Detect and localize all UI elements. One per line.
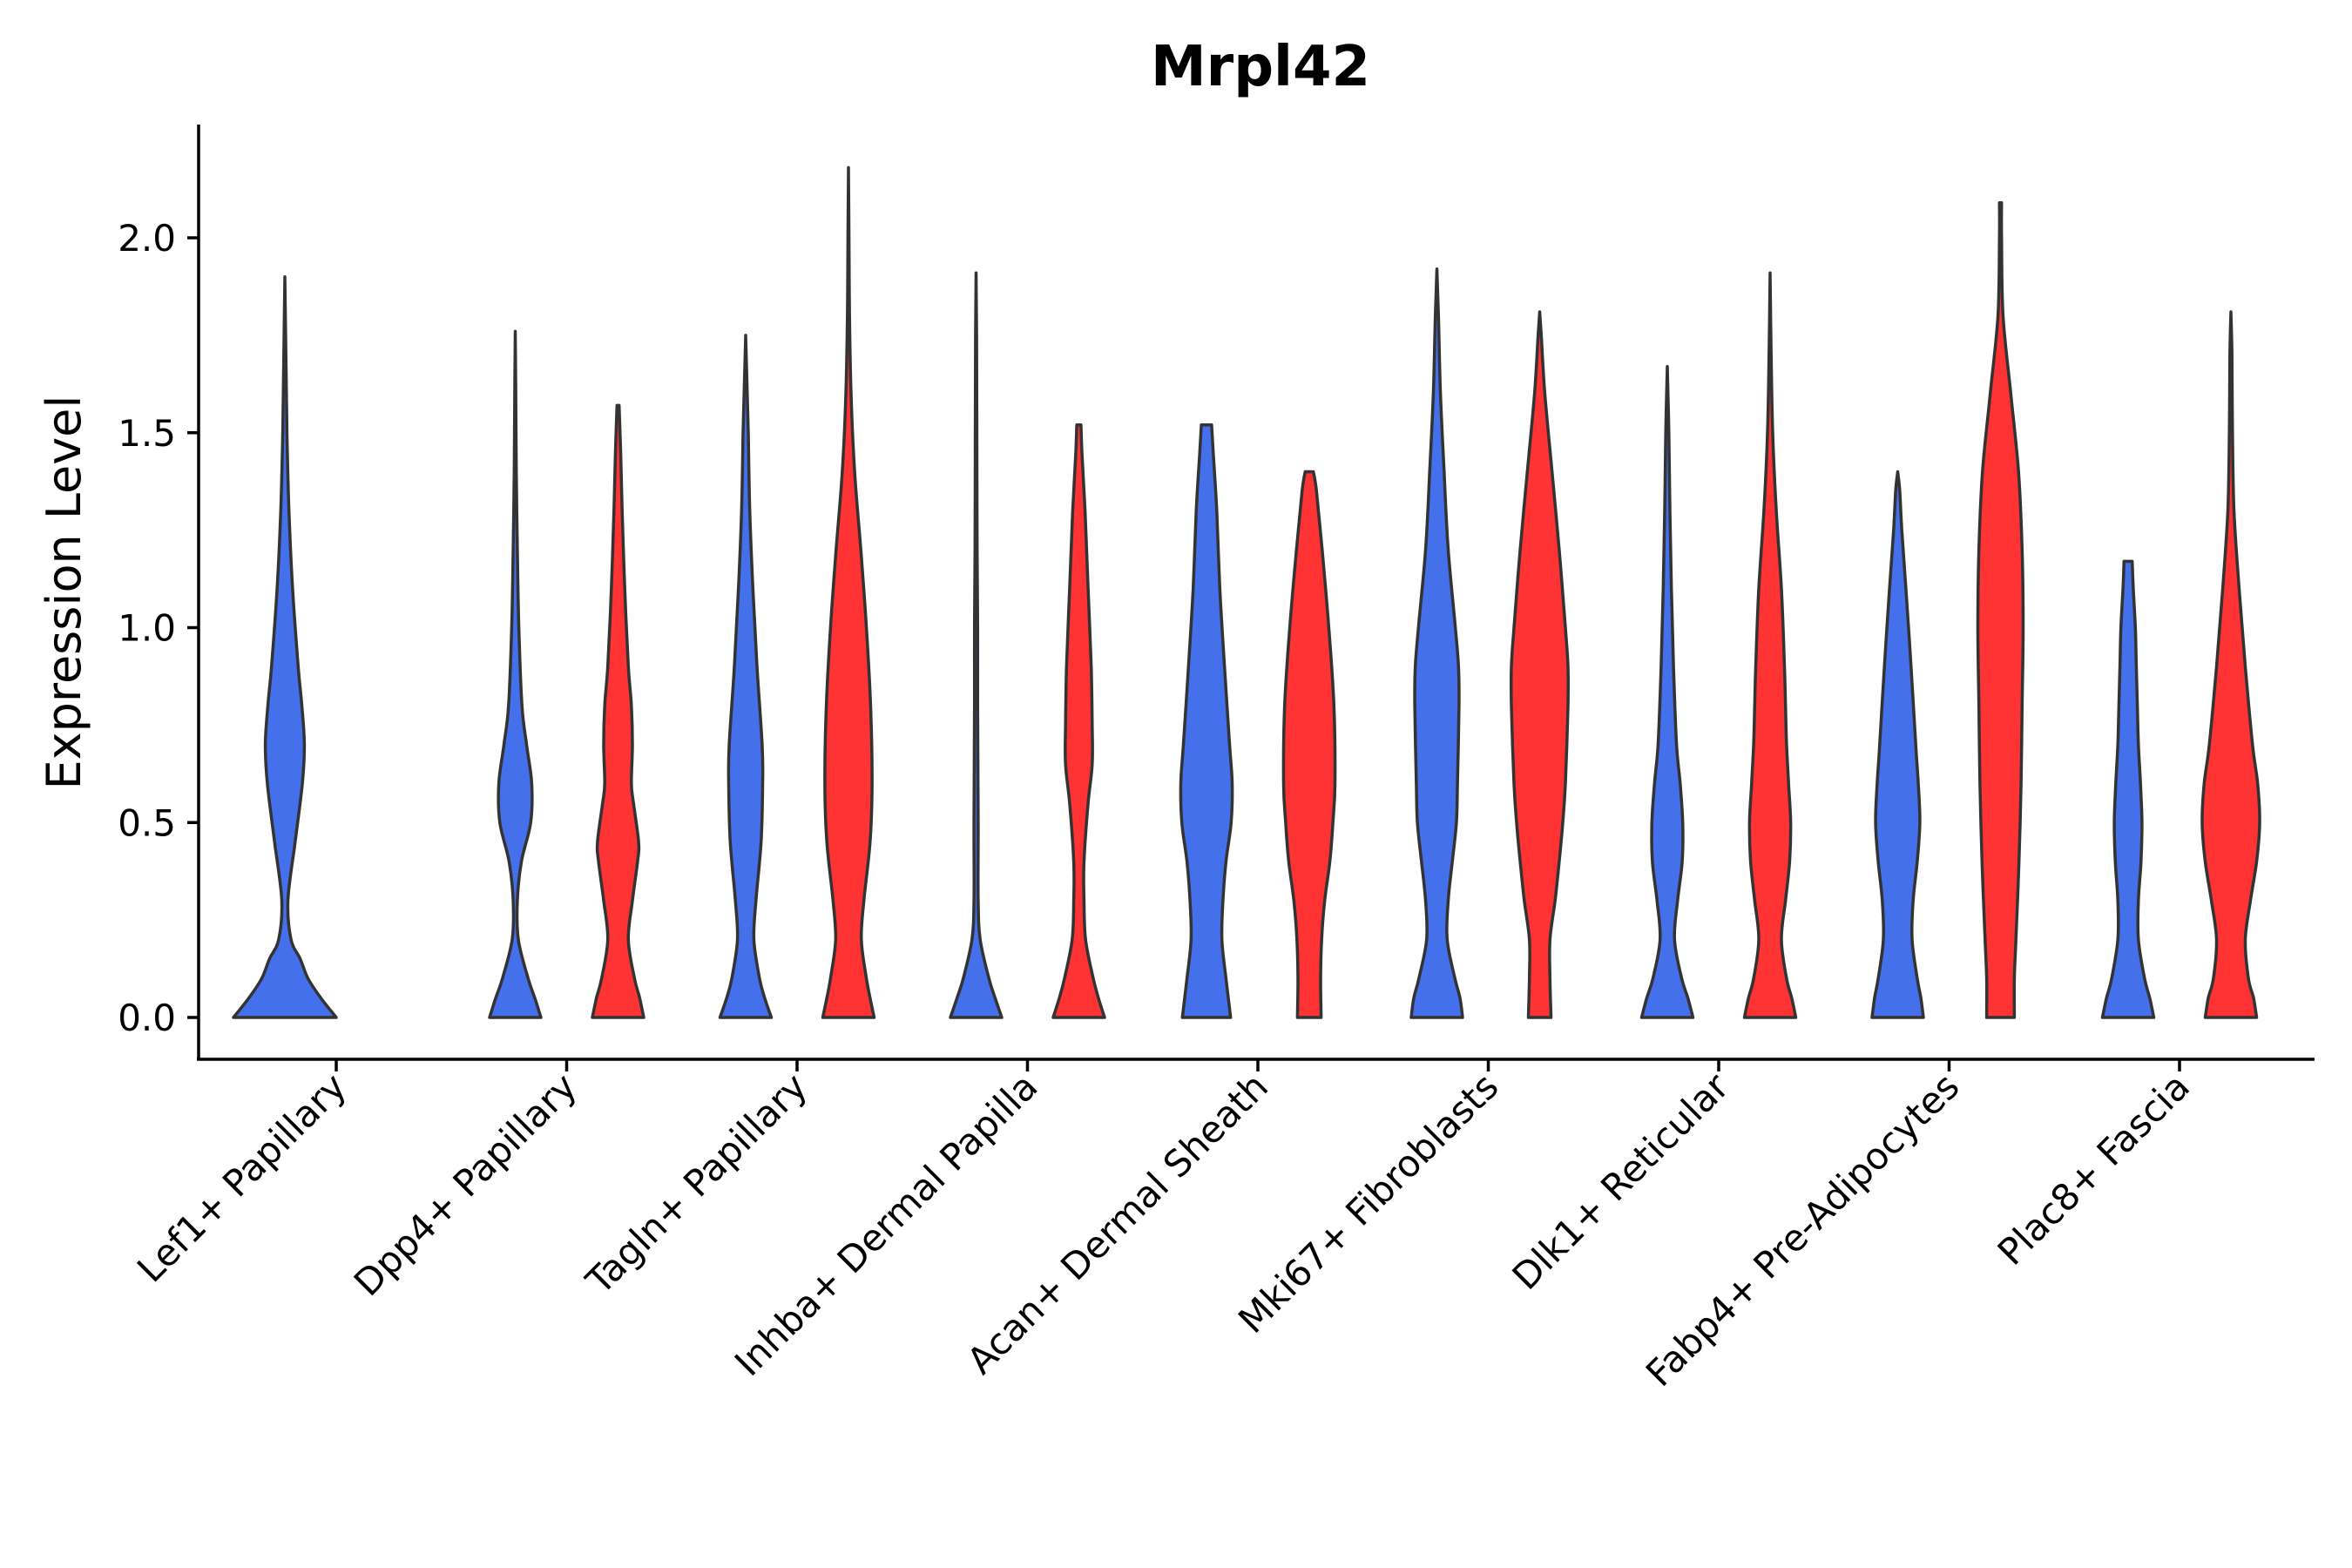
x-tick-label-dpp4-papillary: Dpp4+ Papillary <box>346 1064 585 1304</box>
violin-group1-plac8-fascia <box>2100 559 2156 1019</box>
violin-group1-fabp4-pre-adipocytes <box>1870 470 1925 1019</box>
violins-layer <box>232 166 2261 1019</box>
y-tick-label: 0.5 <box>118 801 176 844</box>
x-tick-label-tagln-papillary: Tagln+ Papillary <box>578 1064 815 1302</box>
violin-group1-inhba-dermal-papilla <box>949 271 1004 1019</box>
chart-title: Mrpl42 <box>1151 35 1370 99</box>
violin-group1-acan-dermal-sheath <box>1179 423 1234 1019</box>
y-tick-label: 2.0 <box>118 217 176 260</box>
violin-group2-dpp4-papillary <box>591 403 645 1019</box>
violin-group2-mki67-fibroblasts <box>1509 310 1571 1019</box>
y-tick-label: 1.0 <box>118 607 176 650</box>
x-tick-label-plac8-fascia: Plac8+ Fascia <box>1990 1064 2198 1273</box>
y-tick-label: 1.5 <box>118 412 176 455</box>
violin-group1-dlk1-reticular <box>1639 364 1695 1019</box>
violin-group1-dpp4-papillary <box>488 329 543 1019</box>
violin-group2-dlk1-reticular <box>1742 271 1798 1019</box>
violin-group1-tagln-papillary <box>718 334 774 1019</box>
violin-group1-mki67-fibroblasts <box>1409 267 1464 1019</box>
y-ticks: 0.0 0.5 1.0 1.5 2.0 <box>118 217 199 1039</box>
violin-group2-tagln-papillary <box>821 166 876 1019</box>
axes-layer <box>197 125 2315 1061</box>
violin-group1-lef1-papillary <box>232 275 338 1019</box>
violin-group2-plac8-fascia <box>2200 310 2261 1019</box>
y-tick-label: 0.0 <box>118 997 176 1039</box>
x-tick-label-dlk1-reticular: Dlk1+ Reticular <box>1504 1064 1738 1298</box>
x-tick-label-mki67-fibroblasts: Mki67+ Fibroblasts <box>1230 1064 1506 1341</box>
y-axis-label: Expression Level <box>37 395 91 790</box>
violin-group2-acan-dermal-sheath <box>1281 470 1337 1019</box>
violin-group2-fabp4-pre-adipocytes <box>1976 200 2025 1019</box>
x-tick-label-lef1-papillary: Lef1+ Papillary <box>129 1064 355 1290</box>
violin-group2-inhba-dermal-papilla <box>1051 423 1106 1019</box>
